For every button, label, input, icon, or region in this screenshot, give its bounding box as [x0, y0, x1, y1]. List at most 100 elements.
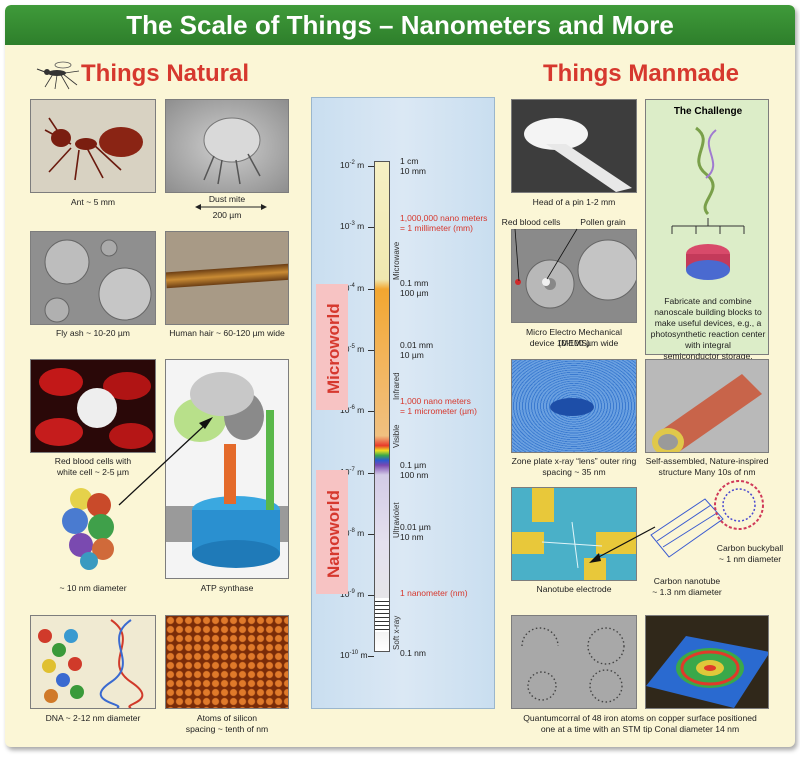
self-assembled-caption-2: structure Many 10s of nm — [658, 467, 756, 477]
challenge-line-4: photosynthetic reaction center — [650, 329, 766, 339]
nanotube-caption-1: Carbon nanotube — [653, 576, 721, 586]
scale-panel: 10-2 m10-3 m10-4 m10-5 m10-6 m10-7 m10-8… — [311, 97, 495, 709]
poster: The Scale of Things – Nanometers and Mor… — [5, 5, 795, 747]
silicon-atoms-image — [165, 615, 289, 709]
buckyball-caption-2: ~ 1 nm diameter — [718, 554, 782, 564]
challenge-line-6: semiconductor storage. — [663, 351, 753, 361]
scale-tick-mark — [368, 227, 374, 229]
label-100nm: 100 nm — [400, 470, 429, 480]
scale-tick-mark — [368, 411, 374, 413]
nanotube-electrode-image — [511, 487, 637, 581]
protein-caption: ~ 10 nm diameter — [59, 583, 127, 593]
label-001um: 0.01 µm — [400, 522, 431, 532]
building-blocks-diagram — [671, 126, 745, 280]
challenge-panel: The Challenge Fabricate and combine nano… — [645, 99, 769, 361]
poster-title: The Scale of Things – Nanometers and Mor… — [5, 5, 795, 45]
scale-tick-mark — [368, 656, 374, 658]
atp-synthase-image — [165, 359, 289, 579]
challenge-line-2: nanoscale building blocks to — [654, 307, 762, 317]
label-01um: 0.1 µm — [400, 460, 427, 470]
corral-stm-image — [511, 615, 637, 709]
scale-tick-label: 10-9 m — [340, 589, 365, 600]
scale-tick-mark — [368, 472, 374, 474]
scale-tick-mark — [368, 288, 374, 290]
pin-caption: Head of a pin 1-2 mm — [532, 197, 616, 207]
label-million-nm-2: = 1 millimeter (mm) — [400, 223, 473, 233]
mems-image — [511, 229, 637, 323]
scale-tick-mark — [368, 166, 374, 167]
challenge-line-3: make useful devices, e.g., a — [654, 318, 762, 328]
scale-tick-label: 10-10 m — [340, 650, 368, 661]
mems-caption-1: Micro Electro Mechanical (MEMS) — [526, 327, 622, 348]
rbc-caption-1: Red blood cells with — [54, 456, 132, 466]
corral-caption-2: one at a time with an STM tip Conal diam… — [540, 724, 740, 734]
challenge-title: The Challenge — [673, 106, 743, 117]
dust-mite-image — [165, 99, 289, 193]
dust-mite-scale-arrow — [195, 204, 267, 210]
label-10nm: 10 nm — [400, 532, 424, 542]
label-million-nm-1: 1,000,000 nano meters — [400, 213, 488, 223]
corral-3d-image — [645, 615, 769, 709]
scale-bar — [374, 161, 390, 652]
silicon-caption-2: spacing ~ tenth of nm — [185, 724, 269, 734]
dna-caption: DNA ~ 2-12 nm diameter — [45, 713, 141, 723]
microworld-label: Microworld — [324, 303, 343, 394]
corral-caption-1: Quantumcorral of 48 iron atoms on copper… — [523, 713, 757, 723]
rbc-caption-2: white cell ~ 2-5 µm — [56, 467, 130, 477]
mems-pollen-label: Pollen grain — [580, 217, 626, 227]
mems-rbc-label: Red blood cells — [501, 217, 561, 227]
scale-tick-mark — [368, 533, 374, 535]
human-hair-caption: Human hair ~ 60-120 µm wide — [169, 328, 285, 338]
protein-molecule-image — [62, 488, 114, 570]
nanoworld-label: Nanoworld — [324, 490, 343, 578]
mems-caption-2: device 10-100 µm wide — [529, 338, 619, 348]
zone-plate-caption-1: Zone plate x-ray “lens” outer ring — [511, 456, 637, 466]
band-soft-xray: Soft x-ray — [392, 615, 401, 650]
silicon-caption-1: Atoms of silicon — [196, 713, 258, 723]
dust-mite-caption-2: 200 µm — [212, 210, 242, 220]
challenge-line-1: Fabricate and combine — [664, 296, 752, 306]
electrode-pointer — [589, 526, 656, 563]
label-10mm: 10 mm — [400, 166, 426, 176]
fly-ash-caption: Fly ash ~ 10-20 µm — [56, 328, 130, 338]
self-assembled-image — [645, 359, 769, 453]
ant-caption: Ant ~ 5 mm — [70, 197, 116, 207]
dust-mite-caption-1: Dust mite — [208, 194, 246, 204]
label-001mm: 0.01 mm — [400, 340, 434, 350]
label-thousand-nm-1: 1,000 nano meters — [400, 396, 471, 406]
band-microwave: Microwave — [392, 241, 401, 280]
zone-plate-image — [511, 359, 637, 453]
challenge-line-5: with integral — [685, 340, 731, 350]
buckyball-nanotube-image — [650, 480, 764, 558]
natural-heading: Things Natural — [81, 60, 250, 87]
dna-image — [30, 615, 156, 709]
band-ultraviolet: Ultraviolet — [392, 502, 401, 538]
nanotube-electrode-caption: Nanotube electrode — [536, 584, 612, 594]
mosquito-icon — [36, 61, 80, 90]
microworld-band — [316, 284, 348, 410]
ant-image — [30, 99, 156, 193]
scale-tick-label: 10-6 m — [340, 405, 365, 416]
label-1nm: 1 nanometer (nm) — [400, 588, 468, 598]
scale-tick-label: 10-2 m — [340, 160, 365, 170]
label-thousand-nm-2: = 1 micrometer (µm) — [400, 406, 477, 416]
band-visible: Visible — [392, 424, 401, 448]
label-100um: 100 µm — [400, 288, 429, 298]
nanotube-caption-2: ~ 1.3 nm diameter — [652, 587, 722, 597]
label-01nm: 0.1 nm — [400, 648, 426, 658]
manmade-heading: Things Manmade — [543, 60, 740, 87]
fly-ash-image — [30, 231, 156, 325]
label-10um: 10 µm — [400, 350, 424, 360]
label-01mm: 0.1 mm — [400, 278, 429, 288]
protein-to-atp-arrow — [118, 417, 213, 506]
human-hair-image — [165, 231, 289, 325]
buckyball-caption-1: Carbon buckyball — [716, 543, 784, 553]
pin-head-image — [511, 99, 637, 193]
scale-tick-mark — [368, 349, 374, 351]
scale-tick-mark — [368, 595, 374, 597]
nanoworld-band — [316, 470, 348, 594]
red-blood-cells-image — [30, 359, 156, 453]
mems-pointer-lines — [514, 228, 578, 282]
atp-caption: ATP synthase — [200, 583, 254, 593]
label-1cm: 1 cm — [400, 156, 419, 166]
